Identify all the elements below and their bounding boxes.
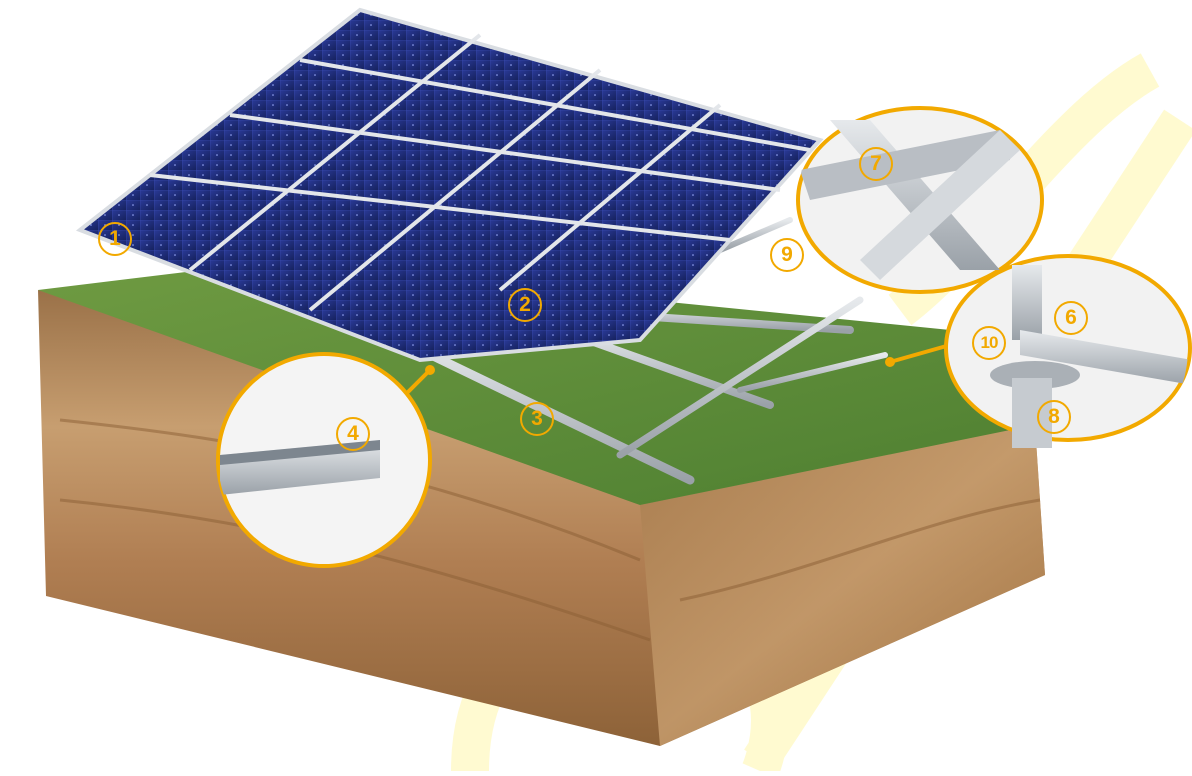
callout-6: 6 (1054, 301, 1088, 335)
callout-7: 7 (859, 147, 893, 181)
callout-8: 8 (1037, 400, 1071, 434)
detail-bubble-rail-clamp (796, 106, 1044, 294)
callout-9: 9 (770, 238, 804, 272)
callout-4: 4 (336, 417, 370, 451)
callout-2: 2 (508, 288, 542, 322)
callout-1: 1 (98, 222, 132, 256)
detail-bubble-rail-splice (216, 352, 435, 568)
solar-array (75, 7, 824, 363)
detail-bubble-pile-connection (885, 254, 1192, 448)
callout-10: 10 (972, 326, 1006, 360)
callout-3: 3 (520, 402, 554, 436)
